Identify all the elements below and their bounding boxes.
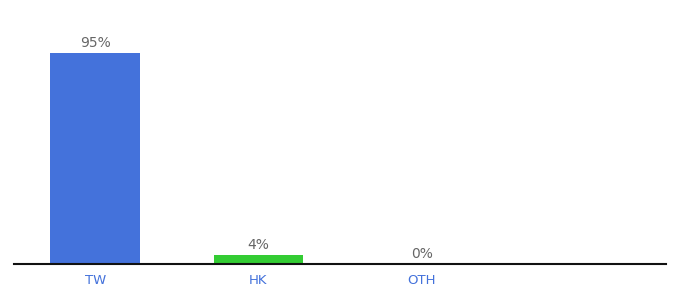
Text: 4%: 4% [248, 238, 269, 252]
Text: 0%: 0% [411, 247, 432, 261]
Bar [50, 53, 140, 264]
Text: 95%: 95% [80, 36, 111, 50]
Bar [214, 255, 303, 264]
